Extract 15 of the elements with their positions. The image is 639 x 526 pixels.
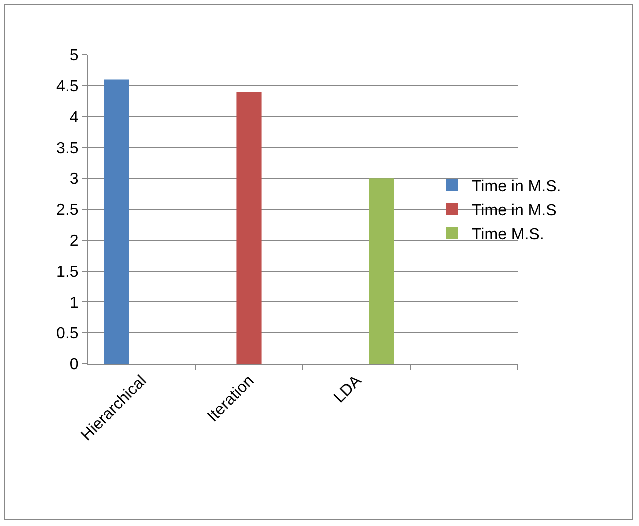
y-tick-label: 1.5 [56, 264, 79, 281]
y-tick-label: 3 [70, 171, 79, 188]
legend-label: Time M.S. [472, 226, 544, 244]
y-tick-label: 5 [70, 48, 79, 65]
legend-label: Time in M.S [472, 202, 557, 220]
y-tick-label: 4 [70, 109, 79, 126]
y-tick-label: 4.5 [56, 78, 79, 96]
y-tick-label: 1 [70, 294, 79, 312]
y-tick-label: 2.5 [56, 202, 79, 220]
y-tick-label: 0 [70, 356, 79, 374]
legend-label: Time in M.S. [472, 178, 562, 196]
x-tick-label: LDA [331, 372, 366, 407]
y-tick-label: 2 [70, 233, 79, 250]
y-tick-label: 0.5 [56, 326, 79, 343]
y-tick-label: 3.5 [56, 140, 79, 158]
